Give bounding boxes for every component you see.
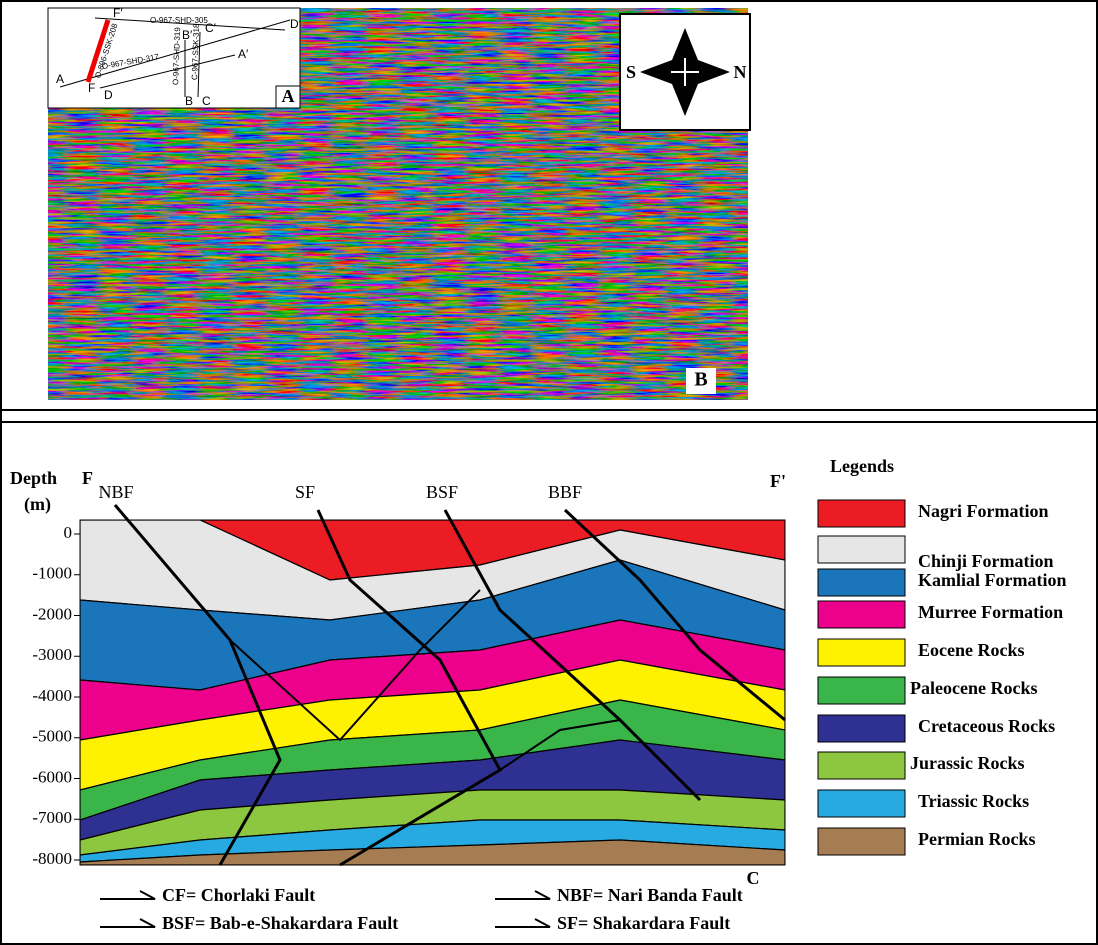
legend-label: Permian Rocks [918,829,1035,849]
legend-label: Kamlial Formation [918,570,1066,590]
compass [620,14,750,130]
inset-point: C [202,94,211,108]
fault-symbol [495,891,550,899]
depth-tick-label: -5000 [32,727,72,746]
depth-tick-label: 0 [64,523,73,542]
legend-label: Eocene Rocks [918,640,1025,660]
panel-label: A [282,86,295,106]
section-end: F' [770,471,786,491]
legend-title: Legends [830,456,894,476]
compass-south: S [626,62,636,82]
cross-section [80,520,785,865]
legend-label: Chinji Formation [918,551,1054,571]
legend-swatch [818,715,905,742]
figure: B A F′D′B′C′A′AFDBCO-967-SHD-305O-967-SH… [0,0,1098,945]
legend-label: Cretaceous Rocks [918,716,1055,736]
panel-label: B [694,369,707,391]
inset-point: D [104,88,113,102]
depth-tick-label: -7000 [32,808,72,827]
depth-tick-label: -6000 [32,767,72,786]
legend-swatch [818,752,905,779]
depth-tick-label: -4000 [32,686,72,705]
fault-label: SF [295,482,315,502]
depth-tick-label: -1000 [32,564,72,583]
legend-swatch [818,790,905,817]
fault-key: NBF= Nari Banda Fault [557,885,743,905]
section-start: F [82,468,93,488]
fault-key: BSF= Bab-e-Shakardara Fault [162,913,398,933]
legend-label: Triassic Rocks [918,791,1029,811]
fault-label: NBF [98,482,133,502]
legend-swatch [818,639,905,666]
depth-unit: (m) [24,494,51,515]
fault-label: BSF [426,482,458,502]
depth-tick-label: -8000 [32,849,72,868]
inset-point: D′ [290,17,302,31]
depth-title: Depth [10,468,57,488]
legend-label: Paleocene Rocks [910,678,1037,698]
inset-point: A′ [238,47,249,61]
fault-key: CF= Chorlaki Fault [162,885,315,905]
legend-label: Jurassic Rocks [910,753,1025,773]
legend-swatch [818,601,905,628]
depth-tick-label: -3000 [32,645,72,664]
compass-north: N [734,62,747,82]
legend-label: Nagri Formation [918,501,1048,521]
inset-point: A [56,72,64,86]
fault-symbol [100,891,155,899]
depth-tick-label: -2000 [32,604,72,623]
panel-label: C [747,868,760,888]
inset-point: B [185,94,193,108]
fault-symbol [495,919,550,927]
fault-label: BBF [548,482,582,502]
legend-swatch [818,536,905,563]
legend-label: Murree Formation [918,602,1063,622]
fault-key: SF= Shakardara Fault [557,913,730,933]
fault-symbol [100,919,155,927]
legend-swatch [818,500,905,527]
legend-swatch [818,569,905,596]
inset-point: F′ [113,6,123,20]
legend-swatch [818,677,905,704]
inset-point: F [88,81,95,95]
legend-swatch [818,828,905,855]
